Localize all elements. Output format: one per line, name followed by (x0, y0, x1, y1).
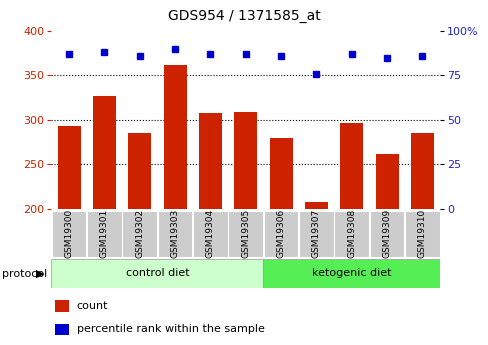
Bar (199, 113, 222, 209)
Bar (158, 211, 192, 257)
Bar (410, 133, 433, 209)
Text: GSM19308: GSM19308 (346, 209, 356, 258)
Bar (52, 211, 86, 257)
Text: GDS954 / 1371585_at: GDS954 / 1371585_at (168, 9, 320, 23)
Text: count: count (77, 301, 108, 311)
Text: protocol: protocol (2, 269, 48, 278)
Bar (263, 259, 439, 288)
Bar (234, 112, 257, 209)
Bar (122, 211, 157, 257)
Text: GSM19305: GSM19305 (241, 209, 250, 258)
Text: percentile rank within the sample: percentile rank within the sample (77, 325, 264, 335)
Text: GSM19307: GSM19307 (311, 209, 320, 258)
Text: GSM19300: GSM19300 (64, 209, 73, 258)
Text: GSM19301: GSM19301 (100, 209, 109, 258)
Bar (58, 126, 81, 209)
Text: ketogenic diet: ketogenic diet (311, 268, 391, 278)
Bar (87, 211, 122, 257)
Bar (163, 65, 186, 209)
Bar (51, 259, 263, 288)
Text: GSM19310: GSM19310 (417, 209, 426, 258)
Bar (228, 211, 263, 257)
Bar (299, 211, 333, 257)
Bar (55, 300, 69, 312)
Bar (375, 154, 398, 209)
Text: GSM19304: GSM19304 (205, 209, 214, 258)
Bar (334, 211, 368, 257)
Bar (128, 133, 151, 209)
Text: GSM19302: GSM19302 (135, 209, 144, 258)
Bar (93, 96, 116, 209)
Text: ▶: ▶ (36, 269, 45, 278)
Bar (340, 124, 363, 209)
Bar (263, 211, 298, 257)
Bar (369, 211, 404, 257)
Bar (55, 324, 69, 335)
Bar (193, 211, 227, 257)
Text: GSM19309: GSM19309 (382, 209, 391, 258)
Bar (404, 211, 439, 257)
Bar (269, 138, 292, 209)
Text: GSM19306: GSM19306 (276, 209, 285, 258)
Text: control diet: control diet (125, 268, 189, 278)
Text: GSM19303: GSM19303 (170, 209, 179, 258)
Bar (305, 201, 327, 209)
